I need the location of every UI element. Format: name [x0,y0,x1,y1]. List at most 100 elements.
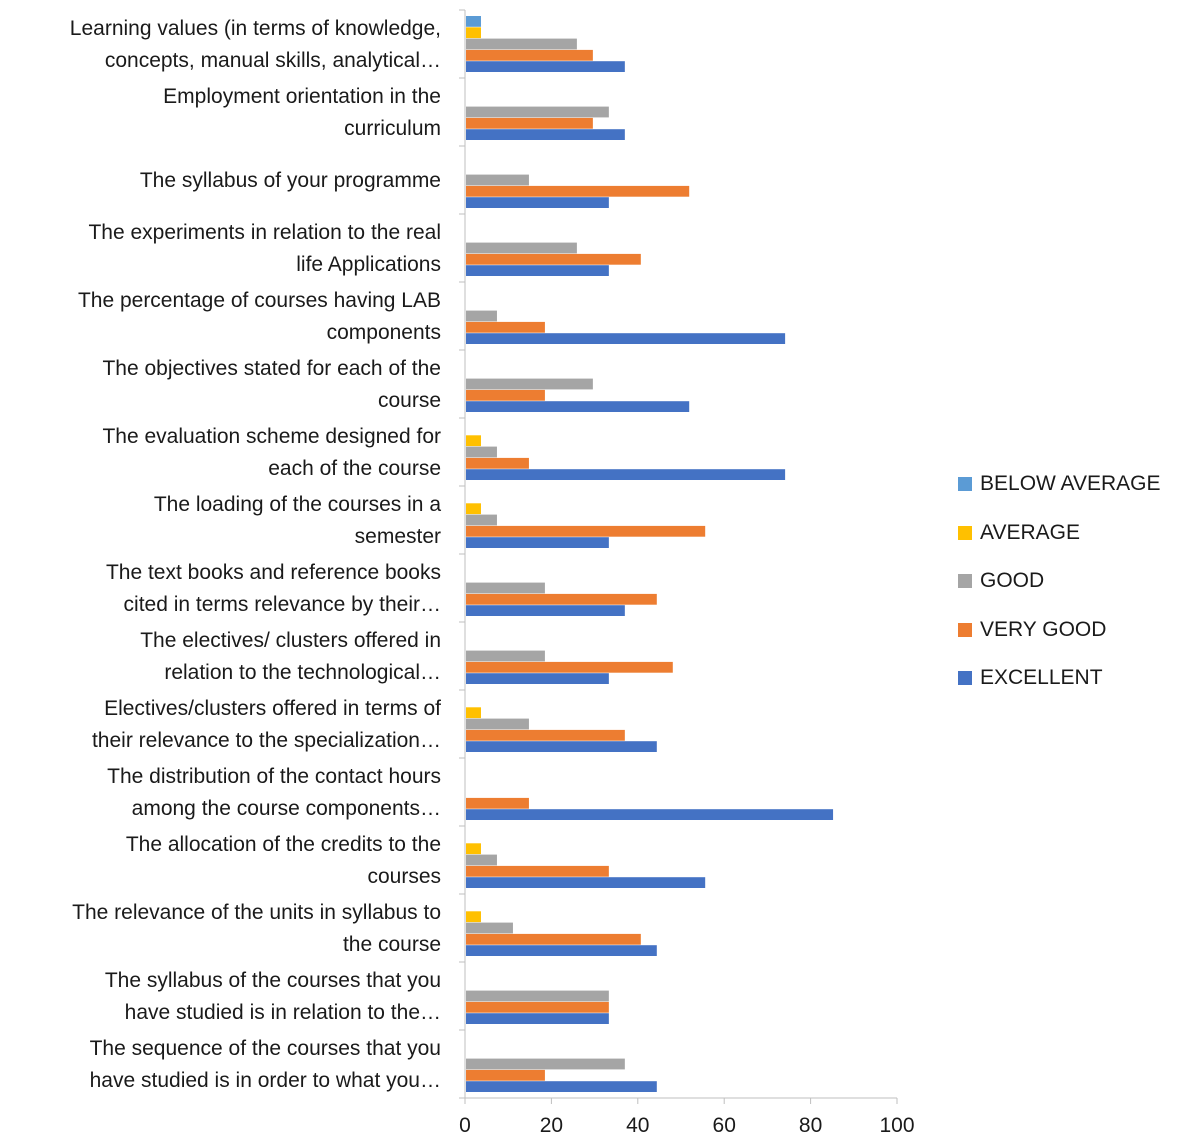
legend-label: AVERAGE [980,520,1080,544]
bar-excellent [466,265,609,276]
bar-good [466,446,497,458]
category-label: The distribution of the contact hours [107,765,441,788]
bar-average [466,707,481,719]
legend-swatch [958,477,972,492]
bar-good [466,582,545,594]
category-label: components [327,321,441,344]
chart-legend: BELOW AVERAGE AVERAGE GOOD VERY GOOD EXCELLE… [958,460,1161,703]
legend-label: BELOW AVERAGE [980,472,1161,496]
legend-swatch [958,622,972,637]
bar-excellent [466,1013,609,1024]
bar-average [466,503,481,515]
bar-excellent [466,401,690,412]
x-tick-label: 20 [540,1114,563,1137]
legend-item: GOOD [958,557,1161,606]
bar-good [466,650,545,662]
bar-good [466,242,577,254]
bar-very-good [466,797,529,809]
bar-very-good [466,1001,609,1013]
bar-average [466,435,481,447]
bar-average [466,27,481,39]
category-label: The syllabus of the courses that you [105,969,441,992]
legend-swatch [958,671,972,686]
category-label: cited in terms relevance by their… [124,593,441,616]
category-label: The allocation of the credits to the [126,833,441,856]
category-label: concepts, manual skills, analytical… [105,49,441,72]
bar-excellent [466,605,625,616]
bar-good [466,174,529,186]
bar-excellent [466,61,625,72]
category-label: their relevance to the specialization… [92,729,441,752]
legend-swatch [958,525,972,540]
bar-very-good [466,185,690,197]
bar-good [466,718,529,730]
bar-very-good [466,253,641,265]
x-tick-label: 0 [459,1114,471,1137]
category-label: curriculum [344,117,441,140]
bar-very-good [466,389,545,401]
bar-very-good [466,661,673,673]
bar-very-good [466,321,545,333]
bar-average [466,911,481,923]
bar-very-good [466,933,641,945]
bar-very-good [466,49,593,61]
category-label: The sequence of the courses that you [90,1037,441,1060]
bar-excellent [466,741,657,752]
category-label: courses [367,865,441,888]
bar-very-good [466,865,609,877]
category-label: course [378,389,441,412]
bar-good [466,378,593,390]
bar-very-good [466,117,593,129]
category-label: semester [355,525,441,548]
bar-good [466,990,609,1002]
bar-very-good [466,729,625,741]
bar-good [466,310,497,322]
bar-very-good [466,593,657,605]
category-label: The electives/ clusters offered in [140,629,441,652]
bar-average [466,843,481,855]
legend-item: BELOW AVERAGE [958,460,1161,509]
bar-good [466,854,497,866]
legend-item: AVERAGE [958,509,1161,558]
category-label: The evaluation scheme designed for [102,425,441,448]
bar-excellent [466,945,657,956]
x-tick-label: 100 [879,1114,914,1137]
legend-swatch [958,574,972,589]
bar-excellent [466,877,706,888]
category-label: have studied is in order to what you… [90,1069,441,1092]
category-label: The text books and reference books [106,561,441,584]
category-label: life Applications [296,253,441,276]
bar-excellent [466,537,609,548]
legend-label: VERY GOOD [980,617,1107,641]
bar-below-average [466,16,481,27]
category-label: Learning values (in terms of knowledge, [70,17,441,40]
bar-excellent [466,333,786,344]
bar-excellent [466,197,609,208]
category-label: each of the course [268,457,441,480]
x-tick-label: 60 [713,1114,736,1137]
category-label: Electives/clusters offered in terms of [104,697,441,720]
bar-good [466,38,577,50]
bar-good [466,922,513,934]
category-label: The syllabus of your programme [140,169,441,192]
bar-good [466,1058,625,1070]
category-label: The relevance of the units in syllabus t… [72,901,441,924]
category-label: have studied is in relation to the… [125,1001,441,1024]
category-label: The objectives stated for each of the [102,357,441,380]
legend-label: EXCELLENT [980,666,1103,690]
bar-very-good [466,457,529,469]
category-label: The experiments in relation to the real [88,221,441,244]
legend-item: EXCELLENT [958,654,1161,703]
bar-very-good [466,525,706,537]
x-tick-label: 40 [626,1114,649,1137]
bar-excellent [466,809,834,820]
category-label: relation to the technological… [164,661,441,684]
bar-excellent [466,129,625,140]
bar-excellent [466,673,609,684]
x-tick-label: 80 [799,1114,822,1137]
category-label: among the course components… [132,797,441,820]
category-label: the course [343,933,441,956]
bar-good [466,106,609,118]
